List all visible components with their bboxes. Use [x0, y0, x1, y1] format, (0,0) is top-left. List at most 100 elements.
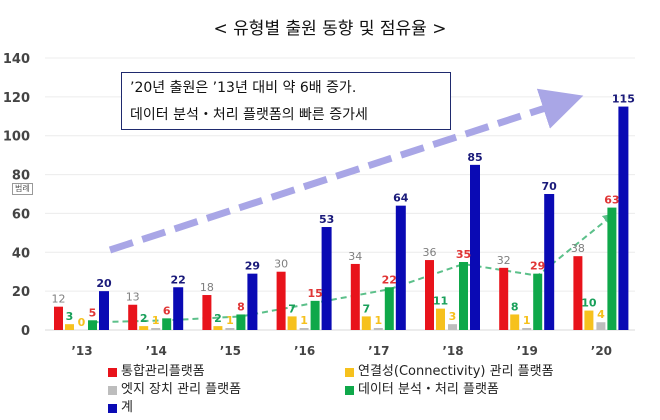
- data-label: 115: [612, 93, 635, 106]
- data-label: 32: [497, 254, 511, 267]
- data-label: 1: [152, 314, 160, 327]
- bar-1: [65, 324, 74, 330]
- bar-2: [522, 328, 532, 330]
- bar-1: [287, 316, 297, 330]
- x-tick-label: ’16: [294, 344, 315, 358]
- data-label: 2: [214, 312, 222, 325]
- data-label: 53: [319, 213, 334, 226]
- data-label: 4: [597, 308, 605, 321]
- data-label: 1: [374, 314, 382, 327]
- y-tick-label: 140: [3, 52, 30, 67]
- annotation-line-1: ’20년 출원은 ’13년 대비 약 6배 증가.: [130, 80, 357, 96]
- x-tick-label: ’13: [71, 344, 92, 358]
- bar-0: [350, 263, 360, 330]
- bar-2: [225, 328, 235, 330]
- data-label: 34: [348, 250, 362, 263]
- legend-label: 통합관리플랫폼: [121, 364, 205, 379]
- x-tick-label: ’15: [220, 344, 241, 358]
- bar-4: [544, 194, 555, 330]
- data-label: 38: [571, 242, 585, 255]
- bar-0: [573, 256, 583, 330]
- bar-0: [128, 304, 138, 330]
- bar-2: [151, 328, 161, 330]
- bar-0: [425, 260, 434, 330]
- growth-arrow: [108, 88, 584, 254]
- bar-0: [276, 271, 286, 330]
- bar-3: [162, 318, 172, 330]
- legend-swatch: [108, 403, 117, 413]
- data-label: 22: [171, 273, 186, 286]
- bar-3: [459, 262, 468, 330]
- data-label: 6: [163, 304, 171, 317]
- data-label: 15: [307, 287, 322, 300]
- data-label: 1: [226, 314, 234, 327]
- bar-4: [470, 164, 480, 330]
- bar-1: [361, 316, 371, 330]
- legend-swatch: [345, 367, 354, 377]
- y-tick-label: 100: [3, 130, 30, 145]
- bar-0: [499, 267, 509, 330]
- x-tick-label: ’19: [517, 344, 538, 358]
- bar-4: [173, 287, 184, 330]
- data-label: 36: [423, 246, 437, 259]
- legend-item: 엣지 장치 관리 플랫폼: [108, 382, 241, 398]
- annotation-box: ’20년 출원은 ’13년 대비 약 6배 증가. 데이터 분석・처리 플랫폼의…: [121, 72, 451, 130]
- legend-item: 통합관리플랫폼: [108, 364, 205, 380]
- data-label: 13: [126, 291, 140, 304]
- data-label: 10: [581, 297, 597, 310]
- y-tick-label: 120: [3, 91, 30, 106]
- bar-4: [247, 273, 258, 330]
- data-label: 8: [237, 300, 245, 313]
- data-label: 1: [300, 314, 308, 327]
- bar-1: [510, 314, 520, 330]
- legend-label: 연결성(Connectivity) 관리 플랫폼: [358, 364, 554, 379]
- data-label: 29: [530, 260, 545, 273]
- bar-4: [321, 227, 332, 330]
- bar-1: [584, 310, 594, 330]
- data-label: 85: [467, 151, 482, 164]
- legend-swatch: [108, 385, 117, 395]
- data-label: 64: [393, 192, 409, 205]
- bar-3: [236, 314, 246, 330]
- data-label: 3: [66, 310, 74, 323]
- bar-3: [533, 273, 543, 330]
- bar-4: [395, 205, 406, 330]
- legend-swatch: [108, 367, 117, 377]
- legend-item: 계: [108, 400, 133, 416]
- bar-1: [436, 308, 445, 330]
- data-label: 8: [511, 300, 519, 313]
- legend-item: 데이터 분석・처리 플랫폼: [345, 382, 499, 398]
- bar-1: [139, 326, 149, 330]
- data-label: 3: [449, 310, 457, 323]
- y-tick-label: 80: [12, 169, 30, 184]
- bar-2: [373, 328, 383, 330]
- bar-1: [213, 326, 223, 330]
- data-label: 22: [382, 273, 397, 286]
- data-label: 1: [523, 314, 531, 327]
- data-label: 12: [52, 293, 66, 306]
- annotation-line-2: 데이터 분석・처리 플랫폼의 빠른 증가세: [130, 107, 368, 123]
- bar-3: [310, 300, 320, 330]
- data-label: 63: [604, 194, 619, 207]
- bar-3: [384, 287, 394, 330]
- bar-2: [299, 328, 309, 330]
- x-tick-label: ’14: [146, 344, 167, 358]
- data-label: 11: [433, 295, 448, 308]
- y-tick-label: 20: [12, 285, 30, 300]
- chart-title: < 유형별 출원 동향 및 점유율 >: [213, 19, 447, 39]
- data-label: 7: [362, 302, 370, 315]
- legend-label: 계: [121, 400, 133, 415]
- x-tick-label: ’18: [442, 344, 463, 358]
- data-label: 0: [78, 316, 86, 329]
- data-label: 29: [245, 260, 260, 273]
- legend-item: 연결성(Connectivity) 관리 플랫폼: [345, 364, 554, 380]
- x-tick-label: ’17: [368, 344, 389, 358]
- data-label: 7: [288, 302, 296, 315]
- data-label: 2: [140, 312, 148, 325]
- legend-label: 엣지 장치 관리 플랫폼: [121, 382, 242, 397]
- bar-0: [54, 306, 63, 330]
- bar-2: [448, 324, 457, 330]
- data-label: 70: [542, 180, 558, 193]
- legend-label: 데이터 분석・처리 플랫폼: [358, 382, 499, 397]
